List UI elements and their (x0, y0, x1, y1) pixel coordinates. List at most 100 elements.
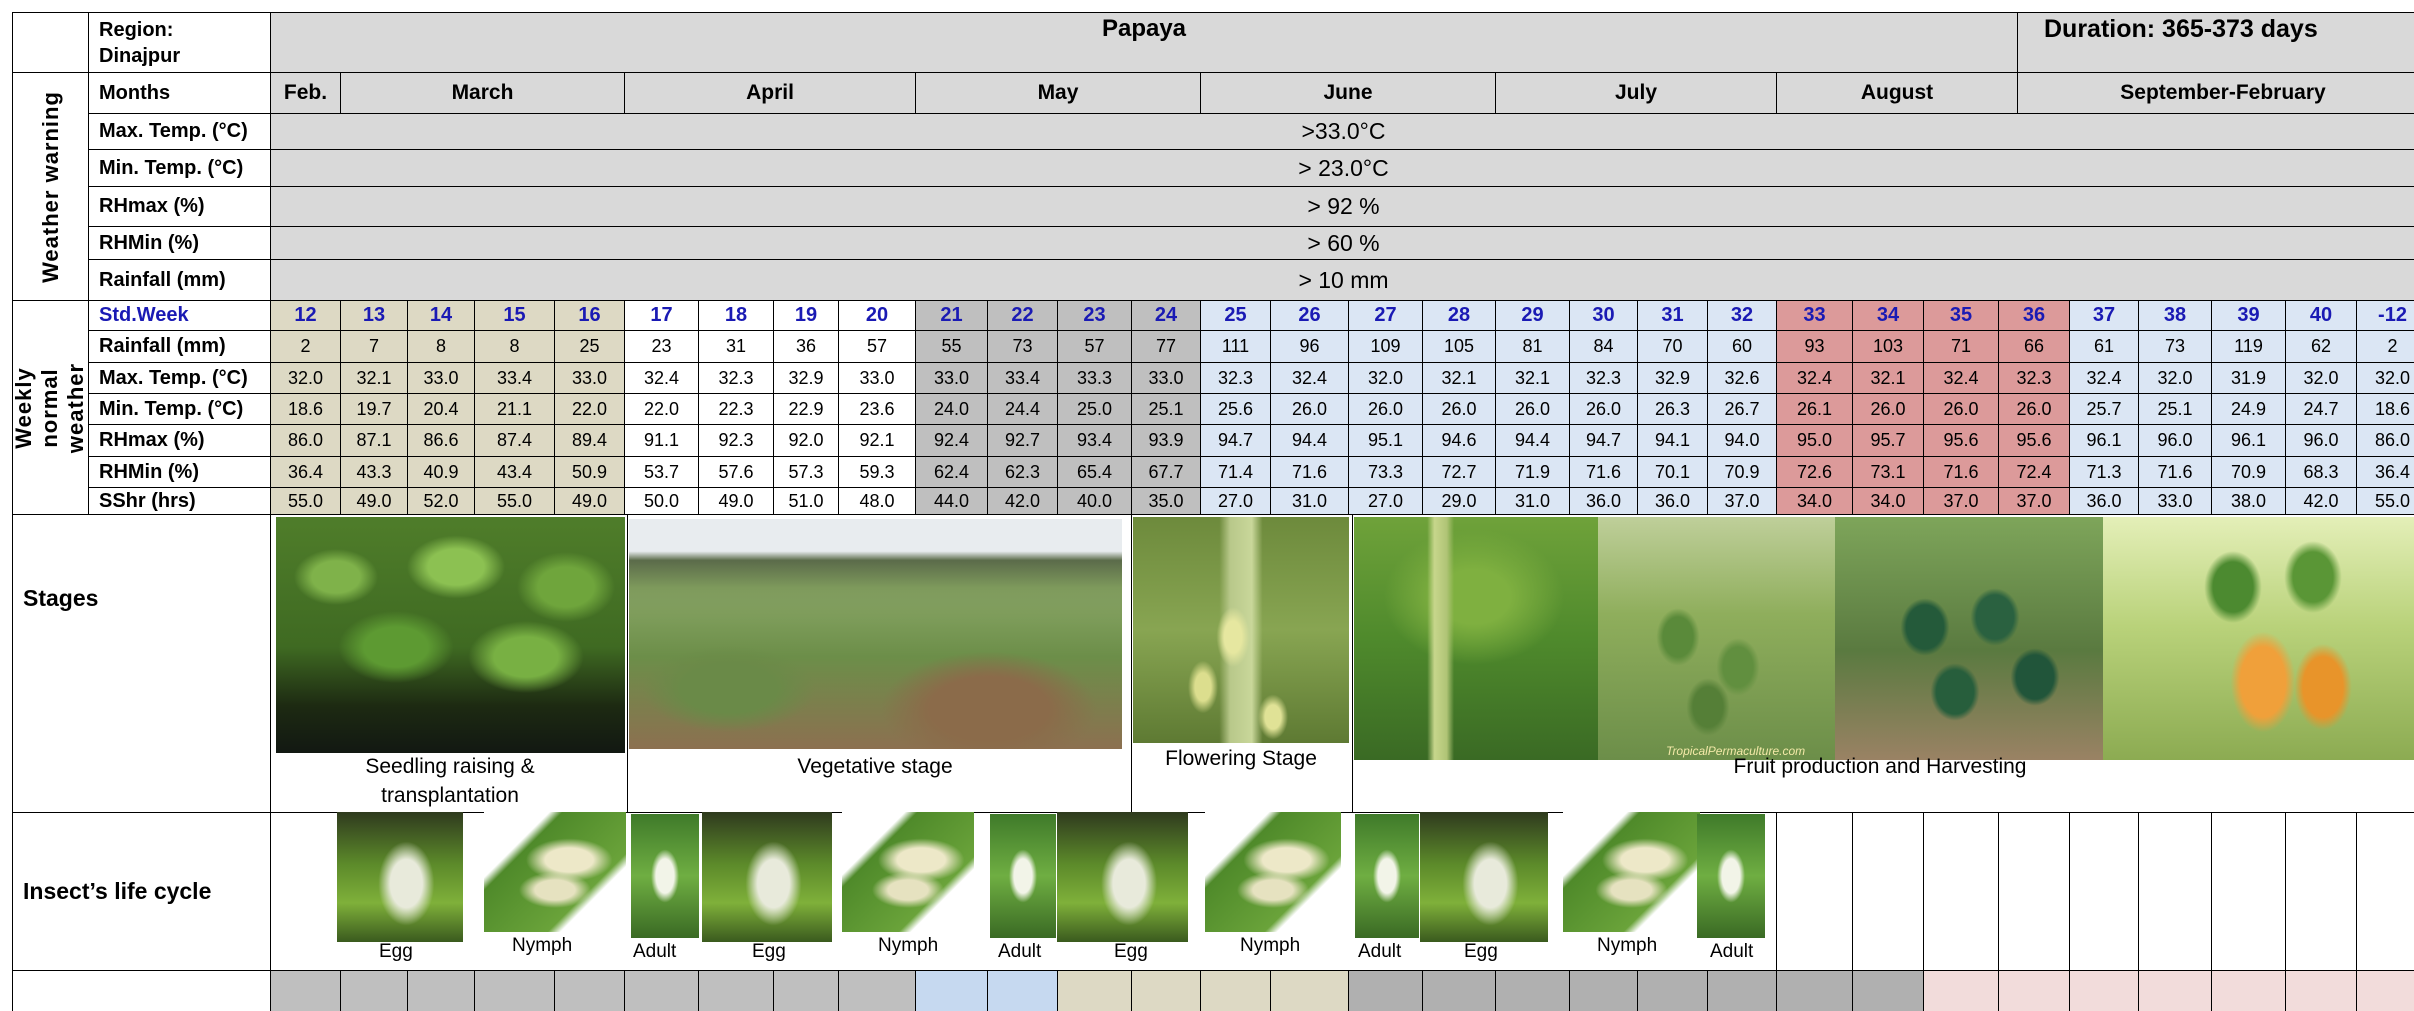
insect-stage-caption: Nymph (1240, 935, 1301, 956)
weekly-value: 94.7 (1200, 424, 1271, 457)
std-week--12: -12 (2356, 300, 2414, 331)
month-5: June (1200, 72, 1496, 114)
weekly-value: 40.9 (407, 456, 475, 488)
insect-adult-photo (631, 814, 699, 938)
weekly-value: 96.0 (2285, 424, 2357, 457)
insect-egg-photo (1057, 812, 1188, 942)
weekly-value: 72.6 (1776, 456, 1853, 488)
weekly-value: 33.4 (474, 362, 555, 394)
insect-empty-cell (2356, 812, 2414, 971)
weekly-value: 49.0 (340, 487, 408, 515)
insect-nymph-photo (842, 812, 974, 932)
std-week-21: 21 (915, 300, 988, 331)
papaya-fruit-cluster-photo (1598, 517, 1835, 760)
weekly-value: 68.3 (2285, 456, 2357, 488)
bottom-week-cell (1707, 970, 1777, 1011)
stage-caption-vegetative: Vegetative stage (797, 755, 953, 778)
weekly-value: 91.1 (624, 424, 699, 457)
weekly-value: 32.4 (2069, 362, 2139, 394)
weekly-value: 71.6 (1569, 456, 1638, 488)
weekly-value: 26.0 (1569, 393, 1638, 425)
bottom-week-cell (2285, 970, 2357, 1011)
stage-caption-flowering: Flowering Stage (1165, 747, 1317, 770)
weekly-value: 32.3 (1569, 362, 1638, 394)
insect-stage-caption: Adult (998, 941, 1042, 962)
weekly-value: 40.0 (1057, 487, 1132, 515)
weekly-value: 62.4 (915, 456, 988, 488)
green-papaya-photo (1835, 517, 2103, 760)
weekly-value: 87.4 (474, 424, 555, 457)
std-week-31: 31 (1637, 300, 1708, 331)
weekly-value: 77 (1131, 330, 1201, 363)
stage-caption-seedling: Seedling raising & transplantation (365, 755, 535, 807)
std-week-24: 24 (1131, 300, 1201, 331)
weekly-value: 94.6 (1422, 424, 1496, 457)
weekly-value: 49.0 (698, 487, 774, 515)
weekly-value: 38.0 (2211, 487, 2286, 515)
weekly-value: 32.4 (1270, 362, 1349, 394)
std-week-39: 39 (2211, 300, 2286, 331)
insect-empty-cell (1776, 812, 1853, 971)
weekly-value: 27.0 (1348, 487, 1423, 515)
weekly-value: 32.3 (1998, 362, 2070, 394)
month-2: March (340, 72, 625, 114)
weather-warning-label-text: Weather warning (37, 90, 63, 283)
weekly-value: 92.4 (915, 424, 988, 457)
insect-empty-cell (1852, 812, 1924, 971)
bottom-week-cell (1998, 970, 2070, 1011)
weekly-label-6: SShr (hrs) (88, 487, 271, 515)
weekly-value: 72.4 (1998, 456, 2070, 488)
insect-egg-photo (337, 812, 463, 942)
insect-stage-caption: Nymph (512, 935, 573, 956)
weekly-value: 49.0 (554, 487, 625, 515)
weekly-value: 50.0 (624, 487, 699, 515)
weekly-value: 32.0 (270, 362, 341, 394)
bottom-week-cell (340, 970, 408, 1011)
bottom-label-cell (12, 970, 271, 1011)
weekly-value: 71.6 (1270, 456, 1349, 488)
vegetative-photo (629, 519, 1122, 749)
std-week-38: 38 (2138, 300, 2212, 331)
weekly-value: 33.0 (1131, 362, 1201, 394)
weekly-value: 94.7 (1569, 424, 1638, 457)
insect-adult-photo (1697, 814, 1765, 938)
weekly-value: 92.3 (698, 424, 774, 457)
region-value: Dinajpur (99, 44, 181, 67)
weekly-value: 55.0 (474, 487, 555, 515)
warning-value-4: > 60 % (270, 226, 2414, 260)
weekly-value: 32.3 (698, 362, 774, 394)
weekly-value: 31.0 (1495, 487, 1570, 515)
weekly-value: 96.1 (2069, 424, 2139, 457)
insect-nymph-photo (1205, 812, 1341, 932)
bottom-week-cell (773, 970, 839, 1011)
weekly-value: 31.0 (1270, 487, 1349, 515)
std-week-17: 17 (624, 300, 699, 331)
insect-stage-caption: Adult (633, 941, 677, 962)
std-week-29: 29 (1495, 300, 1570, 331)
weekly-value: 51.0 (773, 487, 839, 515)
weekly-value: 42.0 (987, 487, 1058, 515)
weekly-value: 34.0 (1776, 487, 1853, 515)
weekly-value: 73 (987, 330, 1058, 363)
weekly-value: 66 (1998, 330, 2070, 363)
weekly-value: 94.0 (1707, 424, 1777, 457)
weekly-value: 24.7 (2285, 393, 2357, 425)
bottom-week-cell (1495, 970, 1570, 1011)
weekly-value: 26.0 (1348, 393, 1423, 425)
bottom-week-cell (2211, 970, 2286, 1011)
bottom-week-cell (1776, 970, 1853, 1011)
std-week-13: 13 (340, 300, 408, 331)
weekly-value: 92.7 (987, 424, 1058, 457)
weekly-value: 24.9 (2211, 393, 2286, 425)
weekly-value: 93 (1776, 330, 1853, 363)
weekly-value: 2 (270, 330, 341, 363)
region-cell: Region: Dinajpur (88, 12, 271, 73)
weekly-value: 86.0 (270, 424, 341, 457)
weekly-value: 73.3 (1348, 456, 1423, 488)
warning-label-2: Min. Temp. (°C) (88, 149, 271, 187)
weekly-value: 94.1 (1637, 424, 1708, 457)
weekly-normal-label-text: Weekly normal weather (11, 362, 89, 453)
weekly-value: 25 (554, 330, 625, 363)
weekly-value: 57.3 (773, 456, 839, 488)
weekly-value: 32.0 (1348, 362, 1423, 394)
